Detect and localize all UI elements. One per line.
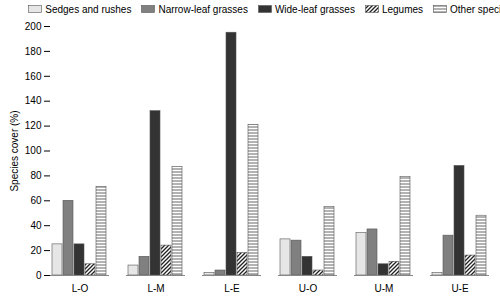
svg-text:U-M: U-M [375, 283, 394, 294]
svg-text:U-E: U-E [451, 283, 469, 294]
svg-text:0: 0 [36, 270, 42, 281]
svg-text:100: 100 [25, 145, 42, 156]
svg-text:80: 80 [30, 170, 42, 181]
svg-text:200: 200 [25, 21, 42, 32]
svg-text:60: 60 [30, 195, 42, 206]
svg-text:L-O: L-O [72, 283, 89, 294]
html-text:Wide-leaf grasses: Wide-leaf grasses [274, 3, 355, 15]
svg-text:U-O: U-O [299, 283, 318, 294]
svg-text:20: 20 [30, 245, 42, 256]
svg-text:180: 180 [25, 46, 42, 57]
svg-text:40: 40 [30, 220, 42, 231]
svg-text:160: 160 [25, 71, 42, 82]
html-text:Narrow-leaf grasses: Narrow-leaf grasses [158, 3, 248, 15]
html-text:Sedges and rushes: Sedges and rushes [45, 3, 132, 15]
html-text:Legumes: Legumes [381, 3, 424, 15]
svg-text:140: 140 [25, 95, 42, 106]
svg-text:L-M: L-M [147, 283, 164, 294]
svg-text:Species cover (%): Species cover (%) [9, 110, 20, 191]
svg-text:120: 120 [25, 120, 42, 131]
svg-text:L-E: L-E [224, 283, 240, 294]
